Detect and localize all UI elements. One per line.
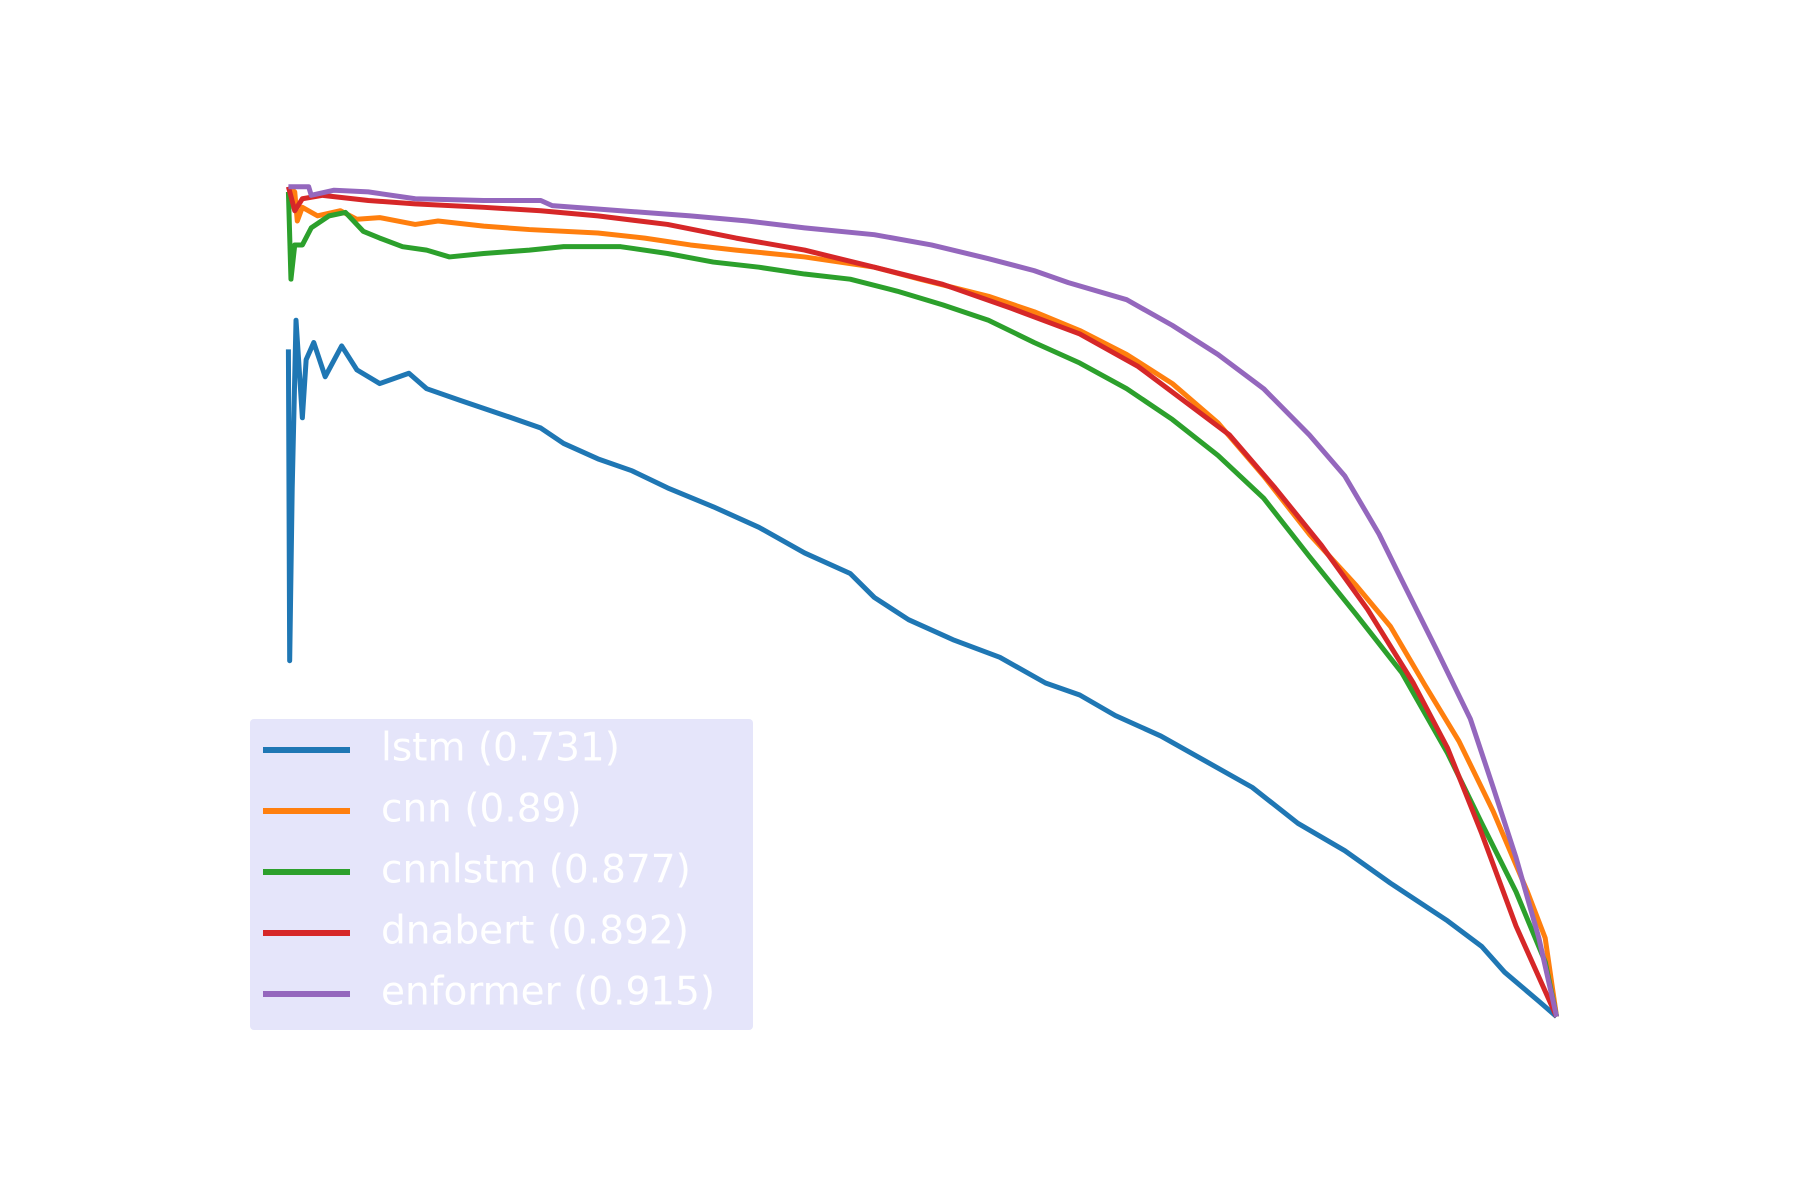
pr-curve	[288, 184, 1560, 1018]
legend-label: dnabert (0.892)	[381, 909, 689, 954]
legend-box	[250, 719, 753, 1030]
pr-curve	[285, 186, 1559, 1018]
plot-area	[285, 184, 1560, 1019]
legend-label: cnn (0.89)	[381, 787, 582, 832]
legend: lstm (0.731) cnn (0.89) cnnlstm (0.877) dna…	[250, 719, 753, 1030]
legend-label: lstm (0.731)	[381, 726, 620, 771]
legend-label: enformer (0.915)	[381, 970, 715, 1015]
pr-curve	[285, 317, 1559, 1019]
legend-label: cnnlstm (0.877)	[381, 848, 691, 893]
pr-curve	[285, 191, 1560, 1018]
